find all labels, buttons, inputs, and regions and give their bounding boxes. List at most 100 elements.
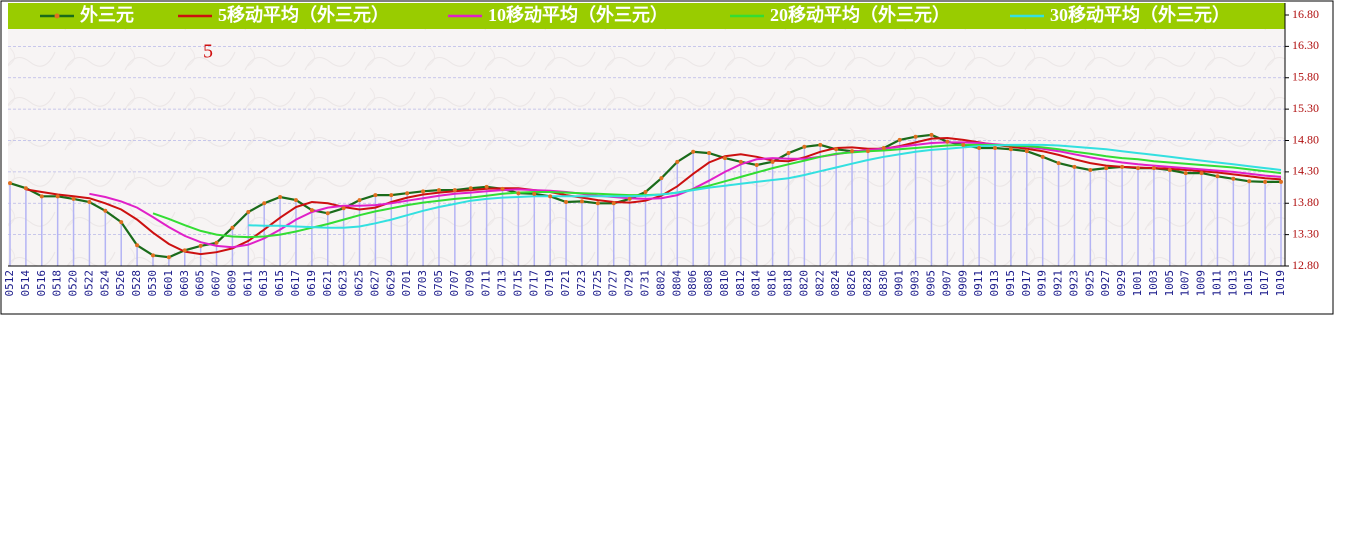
- annotation: 5: [203, 41, 213, 63]
- x-tick-label: 0816: [766, 270, 779, 297]
- x-tick-label: 0603: [178, 270, 191, 297]
- point: [1247, 179, 1252, 184]
- point: [722, 156, 727, 161]
- x-tick-label: 0512: [3, 270, 16, 297]
- point: [23, 186, 28, 191]
- x-tick-label: 0627: [368, 270, 381, 297]
- point: [865, 149, 870, 154]
- x-tick-label: 0528: [130, 270, 143, 297]
- point: [532, 191, 537, 196]
- x-tick-label: 0830: [877, 270, 890, 297]
- x-tick-label: 0828: [861, 270, 874, 297]
- point: [1056, 161, 1061, 166]
- point: [1215, 174, 1220, 179]
- plot-area: [8, 3, 1285, 266]
- legend-label: 外三元: [80, 4, 134, 25]
- x-tick-label: 0927: [1099, 270, 1112, 297]
- y-tick-label: 14.30: [1292, 164, 1319, 178]
- x-tick-label: 0731: [639, 270, 652, 297]
- x-tick-label: 0913: [988, 270, 1001, 297]
- point: [611, 201, 616, 206]
- point: [1151, 166, 1156, 171]
- point: [850, 149, 855, 154]
- point: [802, 144, 807, 149]
- x-tick-label: 0703: [416, 270, 429, 297]
- x-tick-label: 0905: [924, 270, 937, 297]
- point: [1008, 147, 1013, 152]
- y-tick-label: 13.80: [1292, 195, 1319, 209]
- x-tick-label: 0526: [114, 270, 127, 297]
- x-tick-label: 0617: [289, 270, 302, 297]
- point: [421, 189, 426, 194]
- point: [39, 194, 44, 199]
- x-tick-label: 0921: [1052, 270, 1065, 297]
- point: [55, 194, 60, 199]
- y-tick-label: 13.30: [1292, 226, 1319, 240]
- series-line: [152, 143, 1282, 239]
- x-tick-label: 0923: [1067, 270, 1080, 297]
- point: [897, 137, 902, 142]
- point: [246, 210, 251, 215]
- x-tick-label: 0822: [813, 270, 826, 297]
- point: [389, 193, 394, 198]
- x-tick-label: 0707: [448, 270, 461, 297]
- x-tick-label: 0925: [1083, 270, 1096, 297]
- x-tick-label: 0705: [432, 270, 445, 297]
- x-tick-label: 0615: [273, 270, 286, 297]
- point: [214, 240, 219, 245]
- x-tick-label: 0915: [1004, 270, 1017, 297]
- x-tick-label: 0530: [146, 270, 159, 297]
- x-tick-label: 0625: [353, 270, 366, 297]
- x-tick-label: 0520: [67, 270, 80, 297]
- x-tick-label: 0802: [654, 270, 667, 297]
- x-tick-label: 1003: [1147, 270, 1160, 297]
- x-tick-label: 1019: [1274, 270, 1287, 297]
- point: [357, 198, 362, 203]
- x-tick-label: 1011: [1210, 270, 1223, 297]
- point: [707, 151, 712, 156]
- point: [468, 186, 473, 191]
- legend-bar: [8, 3, 1285, 29]
- x-tick-label: 0522: [82, 270, 95, 297]
- x-tick-label: 0729: [623, 270, 636, 297]
- point: [325, 211, 330, 216]
- point: [834, 147, 839, 152]
- x-tick-label: 0929: [1115, 270, 1128, 297]
- point: [119, 220, 124, 225]
- point: [659, 176, 664, 181]
- point: [675, 159, 680, 164]
- point: [913, 134, 918, 139]
- point: [1136, 166, 1141, 171]
- x-tick-label: 0919: [1036, 270, 1049, 297]
- x-tick-label: 0812: [734, 270, 747, 297]
- point: [564, 199, 569, 204]
- x-tick-label: 0623: [337, 270, 350, 297]
- point: [1167, 167, 1172, 172]
- point: [643, 189, 648, 194]
- point: [945, 139, 950, 144]
- point: [754, 162, 759, 167]
- x-tick-label: 0514: [19, 270, 32, 297]
- x-tick-label: 0903: [909, 270, 922, 297]
- x-tick-label: 0907: [940, 270, 953, 297]
- point: [150, 253, 155, 258]
- x-tick-label: 0713: [496, 270, 509, 297]
- x-tick-label: 1007: [1179, 270, 1192, 297]
- series-line: [248, 143, 1282, 229]
- x-tick-label: 0721: [559, 270, 572, 297]
- point: [373, 193, 378, 198]
- x-tick-label: 0820: [797, 270, 810, 297]
- point: [278, 194, 283, 199]
- point: [182, 248, 187, 253]
- point: [135, 243, 140, 248]
- y-tick-label: 14.80: [1292, 132, 1319, 146]
- point: [71, 196, 76, 201]
- point: [166, 255, 171, 260]
- x-tick-label: 1013: [1226, 270, 1239, 297]
- x-tick-label: 0824: [829, 270, 842, 297]
- point: [484, 184, 489, 189]
- x-tick-label: 0901: [893, 270, 906, 297]
- point: [786, 151, 791, 156]
- x-tick-label: 0621: [321, 270, 334, 297]
